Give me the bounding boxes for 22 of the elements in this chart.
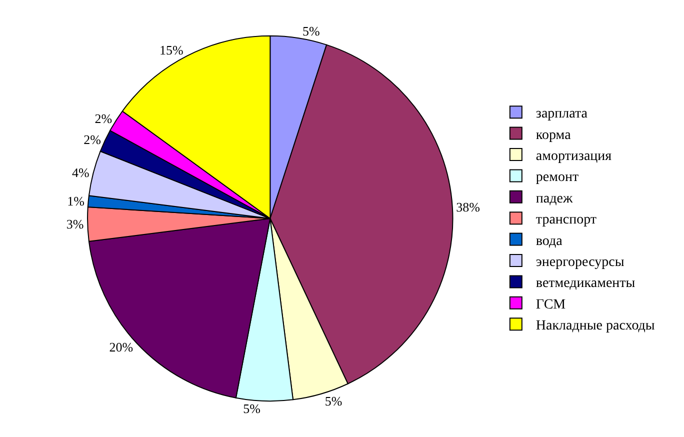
data-label: 20% bbox=[109, 340, 134, 355]
legend-label: ГСМ bbox=[536, 297, 566, 312]
data-label: 4% bbox=[72, 165, 90, 180]
legend-label: корма bbox=[536, 128, 572, 143]
legend-label: Накладные расходы bbox=[536, 318, 656, 334]
legend-label: энергоресурсы bbox=[536, 254, 625, 270]
data-label: 5% bbox=[302, 23, 320, 38]
legend-label: ветмедикаменты bbox=[536, 276, 636, 292]
data-label: 2% bbox=[94, 110, 112, 126]
data-label: 15% bbox=[159, 42, 184, 58]
legend-label: амортизация bbox=[536, 148, 612, 164]
legend-label: вода bbox=[536, 234, 564, 249]
legend-label: падеж bbox=[536, 191, 573, 206]
data-label: 5% bbox=[324, 393, 342, 408]
legend-label: зарплата bbox=[536, 106, 588, 122]
data-label: 2% bbox=[84, 132, 102, 147]
legend-label: транспорт bbox=[536, 212, 597, 228]
data-label: 1% bbox=[67, 194, 85, 209]
data-label: 38% bbox=[456, 200, 480, 215]
data-label: 5% bbox=[243, 401, 261, 416]
legend-label: ремонт bbox=[536, 170, 579, 186]
data-label: 3% bbox=[66, 216, 84, 232]
